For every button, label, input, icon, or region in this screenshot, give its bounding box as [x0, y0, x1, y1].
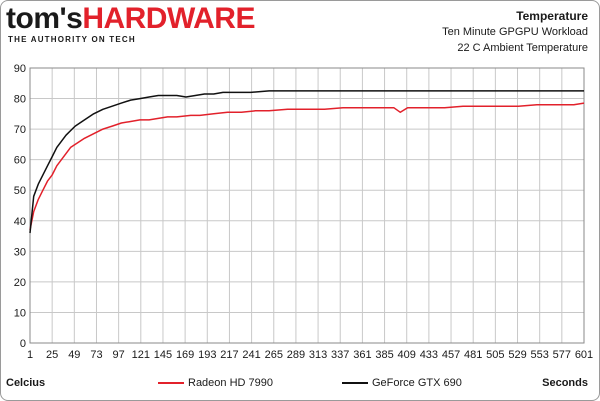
brand-logo: tom'sHARDWARE	[6, 2, 255, 36]
x-tick-label-169: 169	[176, 349, 194, 361]
chart-title: Temperature	[516, 9, 588, 23]
x-axis-label: Seconds	[542, 377, 588, 389]
x-tick-label-193: 193	[198, 349, 216, 361]
x-tick-label-49: 49	[68, 349, 80, 361]
brand-name-part2: HARDWARE	[82, 2, 255, 35]
y-tick-label-0: 0	[20, 338, 26, 350]
x-tick-label-601: 601	[575, 349, 593, 361]
legend-item-geforce: GeForce GTX 690	[342, 377, 462, 389]
x-tick-label-241: 241	[242, 349, 260, 361]
plot-area-border	[29, 67, 585, 344]
x-tick-label-25: 25	[46, 349, 58, 361]
chart-subtitle-2: 22 C Ambient Temperature	[457, 42, 588, 54]
legend-item-radeon: Radeon HD 7990	[158, 377, 273, 389]
x-tick-label-313: 313	[309, 349, 327, 361]
legend-swatch-radeon	[158, 382, 184, 385]
y-axis-label: Celcius	[6, 377, 46, 389]
y-tick-label-10: 10	[14, 307, 26, 319]
y-tick-label-80: 80	[14, 94, 26, 106]
x-tick-label-217: 217	[220, 349, 238, 361]
x-tick-label-385: 385	[375, 349, 393, 361]
brand-name-part1: tom's	[6, 2, 83, 35]
y-tick-label-90: 90	[14, 63, 26, 75]
y-tick-label-20: 20	[14, 277, 26, 289]
series-line-geforce	[29, 90, 584, 234]
x-tick-label-577: 577	[553, 349, 571, 361]
x-tick-label-457: 457	[442, 349, 460, 361]
x-tick-label-145: 145	[154, 349, 172, 361]
x-tick-label-505: 505	[486, 349, 504, 361]
y-tick-label-30: 30	[14, 246, 26, 258]
x-tick-label-337: 337	[331, 349, 349, 361]
series-line-radeon	[29, 102, 585, 231]
x-tick-label-553: 553	[531, 349, 549, 361]
legend-swatch-geforce	[342, 382, 368, 385]
x-tick-label-289: 289	[287, 349, 305, 361]
x-tick-label-73: 73	[90, 349, 102, 361]
x-tick-label-97: 97	[113, 349, 125, 361]
y-tick-label-40: 40	[14, 216, 26, 228]
x-tick-label-433: 433	[420, 349, 438, 361]
x-tick-label-409: 409	[398, 349, 416, 361]
x-tick-label-361: 361	[353, 349, 371, 361]
y-tick-label-70: 70	[14, 124, 26, 136]
x-tick-label-265: 265	[265, 349, 283, 361]
legend-label-geforce: GeForce GTX 690	[372, 377, 462, 389]
y-tick-label-60: 60	[14, 155, 26, 167]
legend-label-radeon: Radeon HD 7990	[188, 377, 274, 389]
x-tick-label-121: 121	[132, 349, 150, 361]
y-tick-label-50: 50	[14, 185, 26, 197]
x-tick-label-481: 481	[464, 349, 482, 361]
x-tick-label-529: 529	[508, 349, 526, 361]
brand-tagline: THE AUTHORITY ON TECH	[8, 35, 136, 44]
chart-subtitle-1: Ten Minute GPGPU Workload	[442, 26, 588, 38]
chart-header: Temperature Ten Minute GPGPU Workload 22…	[442, 8, 588, 56]
x-tick-label-1: 1	[27, 349, 33, 361]
